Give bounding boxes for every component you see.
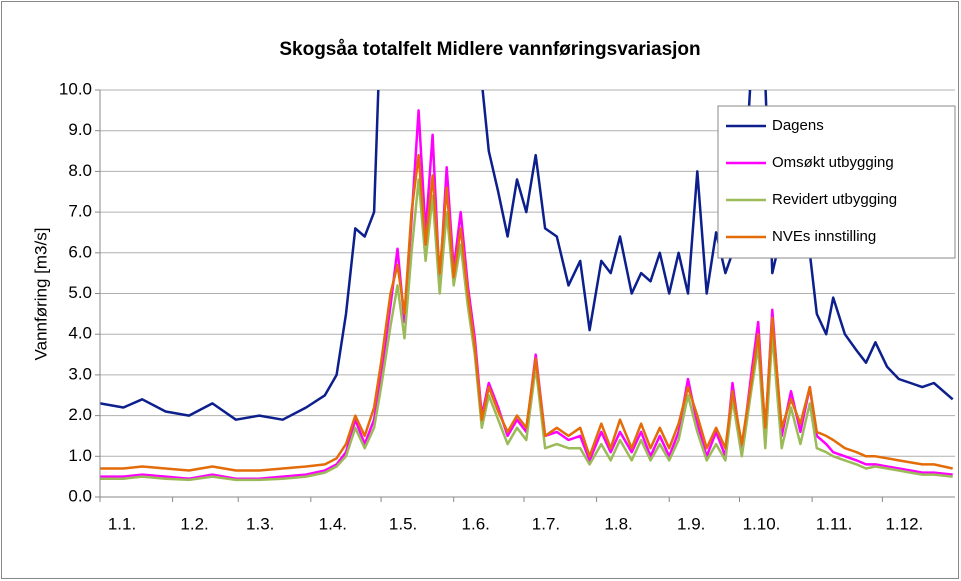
x-tick-label: 1.4. (319, 514, 347, 533)
chart-title: Skogsåa totalfelt Midlere vannføringsvar… (279, 39, 700, 60)
series-line (100, 153, 953, 472)
x-tick-label: 1.10. (743, 514, 781, 533)
y-tick-label: 8.0 (68, 161, 92, 180)
legend-label: Dagens (772, 117, 824, 134)
series-line (100, 178, 953, 482)
y-tick-label: 5.0 (68, 283, 92, 302)
legend-box (717, 105, 956, 259)
y-tick-label: 0.0 (68, 486, 92, 505)
x-tick-label: 1.1. (108, 514, 136, 533)
y-axis-label: Vannføring [m3/s] (31, 228, 50, 361)
x-tick-label: 1.2. (180, 514, 208, 533)
y-tick-label: 7.0 (68, 202, 92, 221)
x-tick-label: 1.8. (604, 514, 632, 533)
x-tick-label: 1.11. (816, 514, 853, 533)
legend-label: Omsøkt utbygging (772, 154, 894, 171)
legend-label: NVEs innstilling (772, 228, 876, 245)
x-tick-label: 1.3. (246, 514, 274, 533)
y-tick-label: 1.0 (68, 446, 92, 465)
y-tick-label: 4.0 (68, 324, 92, 343)
legend-label: Revidert utbygging (772, 191, 897, 208)
x-tick-label: 1.9. (677, 514, 705, 533)
axes: 0.0 1.0 2.0 3.0 4.0 5.0 6.0 7.0 8.0 9.0 10.0 1.1. 1.… (59, 79, 955, 533)
y-tick-label: 3.0 (68, 364, 92, 383)
legend: Dagens Omsøkt utbygging Revidert utbygging… (717, 105, 956, 259)
y-tick-label: 6.0 (68, 242, 92, 261)
y-tick-label: 2.0 (68, 405, 92, 424)
x-tick-label: 1.6. (462, 514, 490, 533)
x-tick-label: 1.12. (885, 514, 923, 533)
x-tick-label: 1.5. (389, 514, 417, 533)
y-tick-label: 10.0 (59, 79, 92, 98)
y-tick-label: 9.0 (68, 120, 92, 139)
x-tick-label: 1.7. (532, 514, 560, 533)
